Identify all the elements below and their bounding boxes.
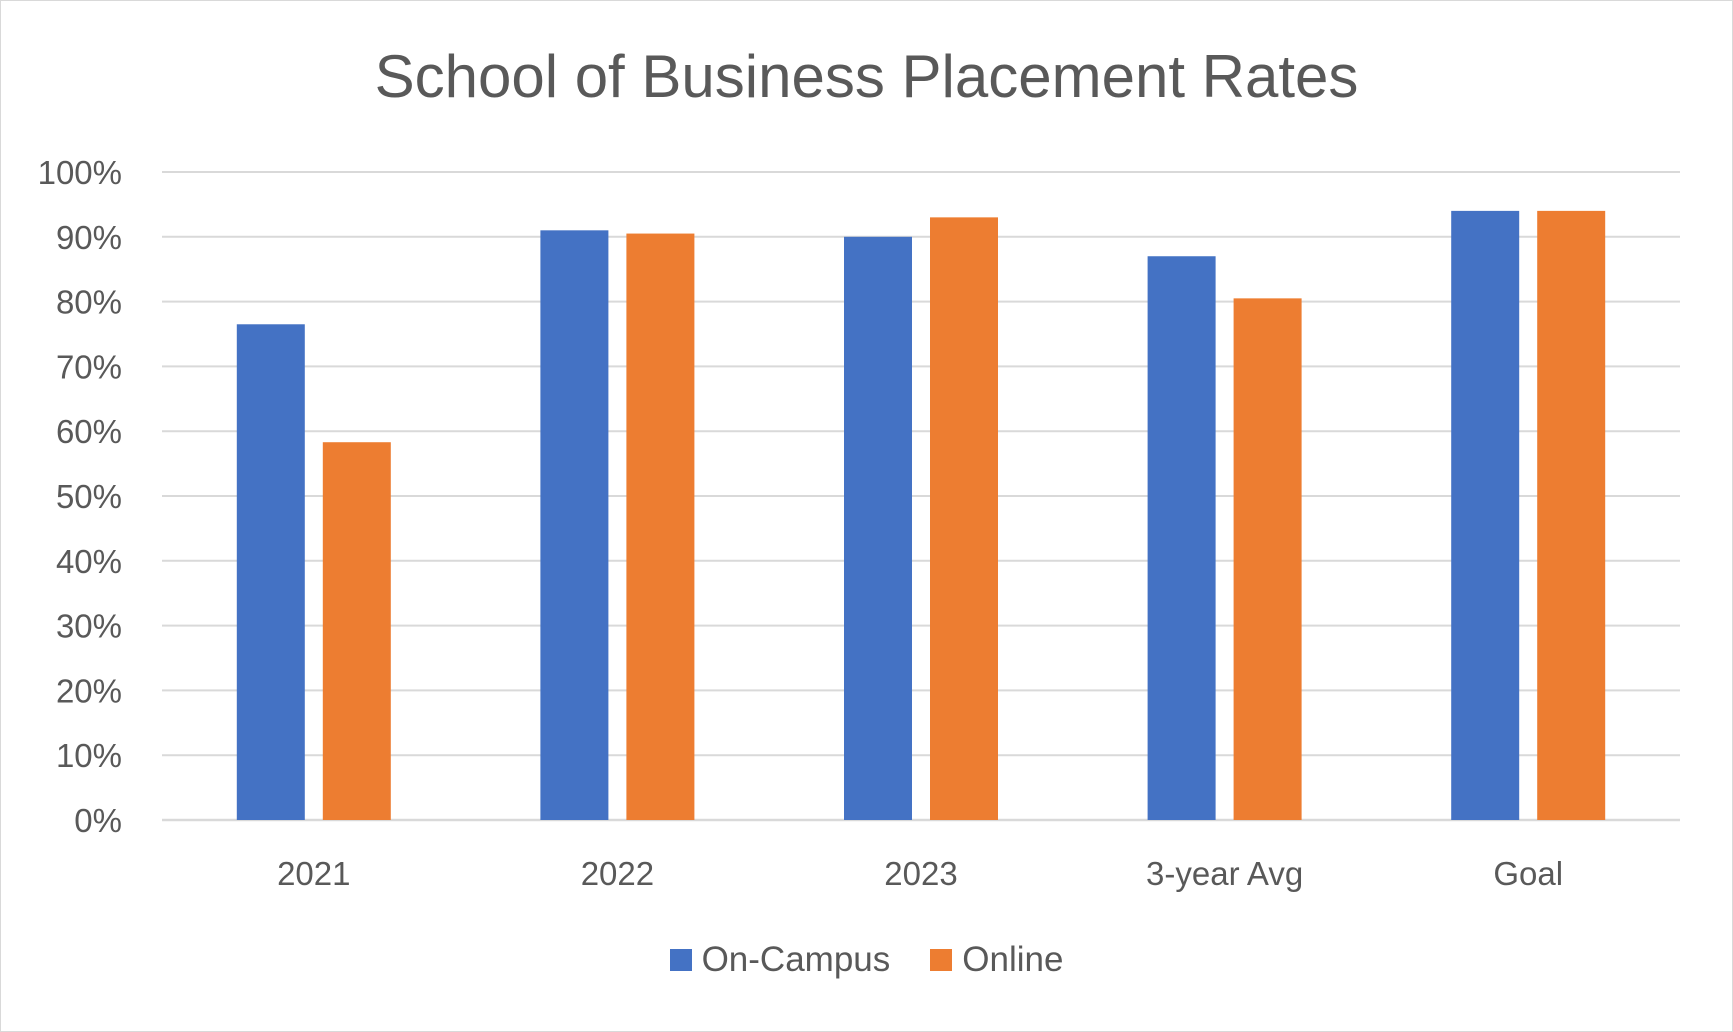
bar-on-campus-2022 bbox=[540, 230, 609, 820]
legend-item-online: Online bbox=[930, 940, 1063, 980]
y-tick-label: 30% bbox=[56, 608, 122, 645]
x-tick-label: 2022 bbox=[581, 855, 654, 892]
y-tick-label: 80% bbox=[56, 284, 122, 321]
x-tick-label: 2021 bbox=[277, 855, 350, 892]
bar-online-2023 bbox=[930, 217, 998, 821]
bar-online-2022 bbox=[626, 233, 695, 820]
legend-label-online: Online bbox=[962, 940, 1064, 979]
bar-online-goal bbox=[1537, 210, 1606, 820]
bar-on-campus-3-year-avg bbox=[1147, 256, 1216, 820]
legend-swatch-on-campus bbox=[669, 949, 692, 971]
x-tick-label: 3-year Avg bbox=[1146, 855, 1303, 892]
x-tick-label: 2023 bbox=[884, 855, 957, 892]
y-tick-label: 60% bbox=[56, 413, 122, 450]
chart-title: School of Business Placement Rates bbox=[374, 43, 1359, 110]
legend: On-Campus Online bbox=[0, 940, 1733, 980]
bar-online-2021 bbox=[322, 442, 391, 820]
y-tick-label: 100% bbox=[38, 154, 122, 191]
x-tick-label: Goal bbox=[1493, 855, 1563, 892]
bar-online-3-year-avg bbox=[1233, 298, 1302, 820]
bar-on-campus-2021 bbox=[236, 324, 305, 820]
y-tick-label: 20% bbox=[56, 672, 122, 709]
y-tick-label: 40% bbox=[56, 543, 122, 580]
y-tick-label: 0% bbox=[74, 802, 122, 839]
y-tick-label: 50% bbox=[56, 478, 122, 515]
bar-on-campus-goal bbox=[1451, 210, 1520, 820]
y-tick-label: 90% bbox=[56, 219, 122, 256]
legend-label-on-campus: On-Campus bbox=[701, 940, 891, 979]
y-tick-label: 70% bbox=[56, 348, 122, 385]
legend-item-on-campus: On-Campus bbox=[669, 940, 891, 980]
bar-on-campus-2023 bbox=[844, 236, 912, 821]
y-tick-label: 10% bbox=[56, 737, 122, 774]
legend-swatch-online bbox=[930, 949, 953, 971]
